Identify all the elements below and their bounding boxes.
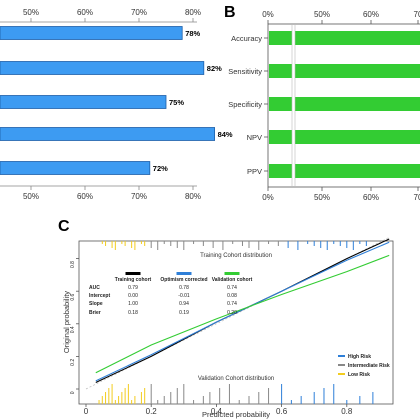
panel-c-stats-swatch	[125, 272, 141, 275]
panel-b-bar	[269, 31, 420, 45]
panel-c-stats-value: 0.20	[227, 310, 237, 316]
panel-c-stats-value: 0.74	[227, 301, 237, 307]
panel-a-top-tick-label: 60%	[77, 8, 93, 17]
panel-b-letter: B	[224, 4, 236, 21]
panel-c-y-tick-label: 0.2	[70, 359, 76, 366]
panel-b-category-label: Accuracy	[231, 34, 262, 43]
panel-c-y-tick-label: 0	[70, 391, 76, 394]
panel-c-x-tick-label: 0	[84, 407, 89, 416]
panel-c-letter: C	[58, 218, 70, 235]
panel-c-stats-value: 0.74	[227, 285, 237, 291]
panel-b-bar	[269, 164, 420, 178]
panel-c-stats-row-label: Intercept	[89, 293, 110, 299]
panel-b-bottom-tick-label: 50%	[314, 193, 330, 202]
panel-c-stats-swatch	[176, 272, 192, 275]
panel-a-bar	[0, 95, 167, 109]
panel-c-y-tick-label: 0.8	[70, 261, 76, 268]
panel-c-x-axis-title: Predicted probability	[202, 410, 270, 419]
panel-b-category-label: PPV	[247, 167, 262, 176]
panel-c-x-tick-label: 0.8	[341, 407, 353, 416]
panel-c-x-tick-label: 0.2	[146, 407, 158, 416]
panel-b-bar	[269, 64, 420, 78]
panel-c-stats-value: 0.94	[179, 301, 189, 307]
panel-c-y-axis-title: Original probability	[62, 291, 71, 353]
panel-a-bar-value-label: 84%	[218, 130, 233, 139]
panel-b-category-label: NPV	[247, 133, 262, 142]
panel-c-stats-header: Training cohort	[115, 277, 152, 283]
panel-c-frame	[78, 240, 394, 405]
panel-c-stats-value: 0.78	[179, 285, 189, 291]
panel-b-bar	[269, 130, 420, 144]
panel-a-bar	[0, 127, 216, 141]
panel-b-category-label: Sensitivity	[228, 67, 262, 76]
panel-b-bottom-tick-label: 60%	[363, 193, 379, 202]
panel-c-y-tick-label: 0.6	[70, 293, 76, 300]
panel-a-bottom-tick-label: 70%	[131, 192, 147, 201]
panel-c-stats-row-label: AUC	[89, 285, 100, 291]
panel-a-top-tick-label: 80%	[185, 8, 201, 17]
panel-c-calibration-plot: C Training Cohort distribution Validation…	[58, 218, 394, 419]
panel-b-bottom-tick-label: 70	[414, 193, 420, 202]
panel-c-stats-row-label: Brier	[89, 310, 101, 316]
panel-c-x-tick-label: 0.6	[276, 407, 288, 416]
panel-b-category-label: Specificity	[228, 100, 262, 109]
panel-a-bar-chart: 50% 50% 60% 60% 70% 70% 80% 80% 78% 82% 75% 84% 72%	[0, 8, 233, 201]
panel-c-stats-value: 0.19	[179, 310, 189, 316]
panel-c-series-line	[95, 241, 390, 382]
panel-c-risk-legend-label: Low Risk	[348, 372, 370, 378]
panel-b-frame	[267, 23, 420, 188]
panel-a-bar-value-label: 75%	[169, 98, 184, 107]
panel-c-stats-row-label: Slope	[89, 301, 103, 307]
panel-a-bar-value-label: 78%	[185, 29, 200, 38]
panel-c-stats-value: 0.79	[128, 285, 138, 291]
panel-a-bottom-tick-label: 60%	[77, 192, 93, 201]
panel-a-bar-value-label: 72%	[153, 164, 168, 173]
panel-a-bar	[0, 61, 205, 75]
panel-c-stats-value: -0.01	[178, 293, 190, 299]
panel-c-top-annotation: Training Cohort distribution	[200, 253, 272, 259]
panel-a-top-tick-label: 70%	[131, 8, 147, 17]
panel-a-bottom-tick-label: 80%	[185, 192, 201, 201]
panel-a-top-tick-label: 50%	[23, 8, 39, 17]
panel-c-x-tick-label: 0.4	[211, 407, 223, 416]
panel-c-stats-value: 1.00	[128, 301, 138, 307]
panel-c-stats-header: Optimism corrected	[160, 277, 207, 283]
panel-c-y-tick-label: 0.4	[70, 326, 76, 333]
panel-b-top-tick-label: 0%	[262, 10, 274, 19]
panel-b-top-tick-label: 50%	[314, 10, 330, 19]
panel-b-bar	[269, 97, 420, 111]
panel-a-bottom-tick-label: 50%	[23, 192, 39, 201]
panel-b-bar-chart: B 0% 0% 50% 50% 60% 60% 70 70 Accuracy Sensitivit…	[224, 4, 420, 202]
panel-a-bar	[0, 161, 151, 175]
panel-c-risk-legend-label: High Risk	[348, 354, 371, 360]
panel-b-axis-break	[292, 25, 295, 186]
panel-b-bottom-tick-label: 0%	[262, 193, 274, 202]
panel-a-bar	[0, 26, 183, 40]
panel-c-stats-header: Validation cohort	[212, 277, 253, 283]
panel-c-series-line	[95, 254, 390, 374]
panel-c-bottom-annotation: Validation Cohort distribution	[198, 376, 274, 382]
panel-b-top-tick-label: 60%	[363, 10, 379, 19]
panel-a-bar-value-label: 82%	[207, 64, 222, 73]
panel-c-stats-value: 0.18	[128, 310, 138, 316]
panel-c-stats-swatch	[224, 272, 240, 275]
panel-c-stats-value: 0.08	[227, 293, 237, 299]
panel-b-top-tick-label: 70	[414, 10, 420, 19]
panel-c-stats-value: 0.00	[128, 293, 138, 299]
panel-c-risk-legend-label: Intermediate Risk	[348, 363, 390, 369]
